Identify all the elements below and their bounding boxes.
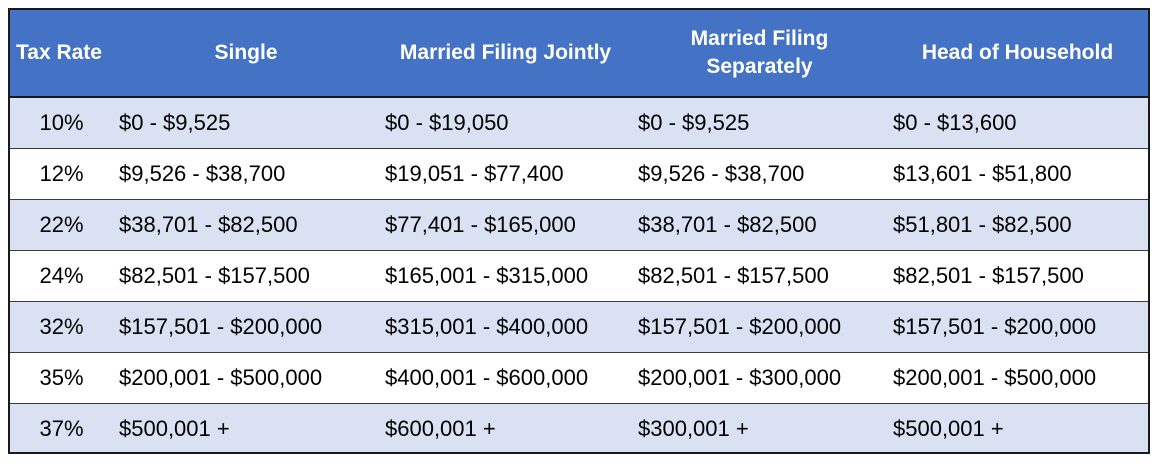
tax-rate-cell: 24% xyxy=(10,249,113,301)
household-range-cell: $200,001 - $500,000 xyxy=(887,351,1148,403)
header-row: Tax Rate Single Married Filing Jointly M… xyxy=(10,10,1148,98)
separate-range-cell: $82,501 - $157,500 xyxy=(632,249,887,301)
separate-range-cell: $38,701 - $82,500 xyxy=(632,198,887,250)
separate-range-cell: $200,001 - $300,000 xyxy=(632,351,887,403)
separate-range-cell: $300,001 + xyxy=(632,402,887,452)
single-range-cell: $0 - $9,525 xyxy=(119,109,231,135)
household-range-cell: $157,501 - $200,000 xyxy=(887,300,1148,352)
single-range-cell: $157,501 - $200,000 xyxy=(113,300,379,352)
joint-range-cell: $19,051 - $77,400 xyxy=(379,147,632,199)
header-head-of-household: Head of Household xyxy=(887,10,1148,98)
household-range-cell: $82,501 - $157,500 xyxy=(887,249,1148,301)
table-row: 37% $500,001 + $600,001 + $300,001 + $50… xyxy=(10,402,1148,452)
single-range-cell: $38,701 - $82,500 xyxy=(113,198,379,250)
joint-range-cell: $77,401 - $165,000 xyxy=(379,198,632,250)
tax-bracket-table: Tax Rate Single Married Filing Jointly M… xyxy=(10,10,1148,452)
single-range-cell: $500,001 + xyxy=(113,402,379,452)
header-married-filing-separately: Married Filing Separately xyxy=(632,10,887,98)
separate-range-cell: $9,526 - $38,700 xyxy=(632,147,887,199)
header-single: Single xyxy=(113,10,379,98)
joint-range-cell: $165,001 - $315,000 xyxy=(379,249,632,301)
tax-rate-cell: 32% xyxy=(10,300,113,352)
table-row: 35% $200,001 - $500,000 $400,001 - $600,… xyxy=(10,351,1148,403)
household-range-cell: $500,001 + xyxy=(887,402,1148,452)
table-row: 12% $9,526 - $38,700 $19,051 - $77,400 $… xyxy=(10,147,1148,199)
table-row: 24% $82,501 - $157,500 $165,001 - $315,0… xyxy=(10,249,1148,301)
household-range-cell: $0 - $13,600 xyxy=(893,109,1017,135)
table-body: 10% $0 - $9,525 $0 - $19,050 $0 - $9,525… xyxy=(10,97,1148,452)
household-range-cell: $13,601 - $51,800 xyxy=(887,147,1148,199)
joint-range-cell: $400,001 - $600,000 xyxy=(379,351,632,403)
tax-rate-cell: 12% xyxy=(10,147,113,199)
tax-rate-cell: 35% xyxy=(10,351,113,403)
joint-range-cell: $0 - $19,050 xyxy=(385,109,509,135)
single-range-cell: $9,526 - $38,700 xyxy=(113,147,379,199)
joint-range-cell: $600,001 + xyxy=(379,402,632,452)
separate-range-cell: $0 - $9,525 xyxy=(638,109,750,135)
table-row: 10% $0 - $9,525 $0 - $19,050 $0 - $9,525… xyxy=(10,97,1148,148)
table-row: 32% $157,501 - $200,000 $315,001 - $400,… xyxy=(10,300,1148,352)
table-row: 22% $38,701 - $82,500 $77,401 - $165,000… xyxy=(10,198,1148,250)
header-married-filing-jointly: Married Filing Jointly xyxy=(379,10,632,98)
header-tax-rate: Tax Rate xyxy=(10,10,113,98)
tax-rate-cell: 10% xyxy=(39,109,84,135)
household-range-cell: $51,801 - $82,500 xyxy=(887,198,1148,250)
joint-range-cell: $315,001 - $400,000 xyxy=(379,300,632,352)
single-range-cell: $82,501 - $157,500 xyxy=(113,249,379,301)
tax-rate-cell: 22% xyxy=(10,198,113,250)
tax-bracket-table-frame: Tax Rate Single Married Filing Jointly M… xyxy=(8,8,1150,454)
single-range-cell: $200,001 - $500,000 xyxy=(113,351,379,403)
tax-rate-cell: 37% xyxy=(10,402,113,452)
separate-range-cell: $157,501 - $200,000 xyxy=(632,300,887,352)
table-header: Tax Rate Single Married Filing Jointly M… xyxy=(10,10,1148,98)
